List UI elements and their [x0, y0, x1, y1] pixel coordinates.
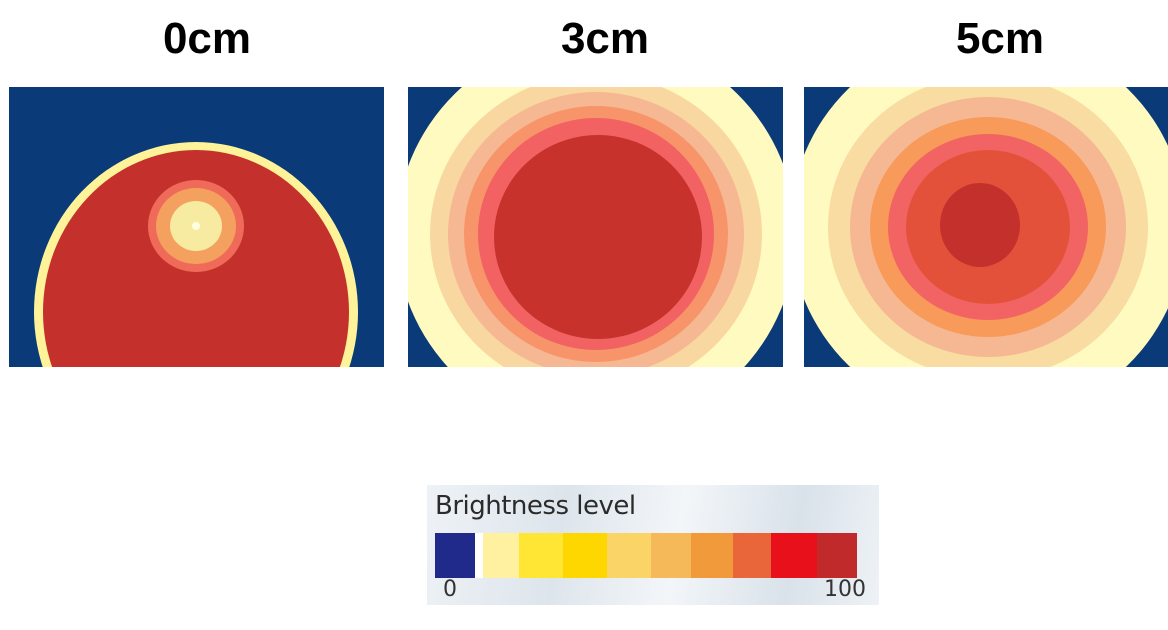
ring-6 [494, 135, 702, 339]
brightness-map-0cm-svg [9, 87, 384, 367]
brightness-map-5cm-svg [804, 87, 1168, 367]
swatch-8 [733, 533, 771, 578]
ring-core [940, 183, 1020, 267]
center-dot [192, 222, 200, 230]
label-3cm: 3cm [560, 14, 650, 63]
swatch-10 [817, 533, 857, 578]
label-5cm: 5cm [955, 14, 1045, 63]
legend-min-label: 0 [443, 577, 457, 602]
brightness-legend: Brightness level 0 100 [427, 485, 879, 605]
legend-max-label: 100 [824, 577, 866, 602]
brightness-map-3cm-svg [408, 87, 783, 367]
swatch-7 [691, 533, 733, 578]
swatch-4 [563, 533, 607, 578]
brightness-map-0cm [9, 87, 384, 367]
swatch-0 [435, 533, 475, 578]
brightness-map-5cm [804, 87, 1168, 367]
label-0cm: 0cm [162, 14, 252, 63]
brightness-map-3cm [408, 87, 783, 367]
swatch-5 [607, 533, 651, 578]
swatch-3 [519, 533, 563, 578]
swatch-6 [651, 533, 691, 578]
legend-title: Brightness level [435, 491, 636, 521]
swatch-9 [771, 533, 817, 578]
swatch-2 [483, 533, 519, 578]
legend-colorbar [435, 533, 857, 578]
swatch-1 [475, 533, 483, 578]
